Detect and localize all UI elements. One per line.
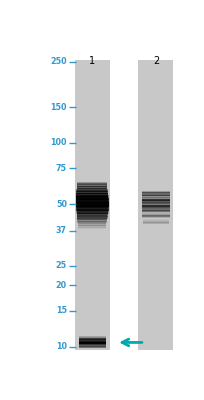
Text: 2: 2 <box>152 56 158 66</box>
Bar <box>74 60 109 350</box>
Text: 37: 37 <box>56 226 67 236</box>
Text: 15: 15 <box>56 306 67 315</box>
Text: 25: 25 <box>55 261 67 270</box>
Text: 50: 50 <box>56 200 67 209</box>
Text: 250: 250 <box>50 57 67 66</box>
Text: 20: 20 <box>55 281 67 290</box>
Text: 1: 1 <box>89 56 95 66</box>
Text: 150: 150 <box>50 102 67 112</box>
Text: 100: 100 <box>50 138 67 148</box>
Bar <box>138 60 173 350</box>
Text: 75: 75 <box>56 164 67 173</box>
Text: 10: 10 <box>56 342 67 351</box>
